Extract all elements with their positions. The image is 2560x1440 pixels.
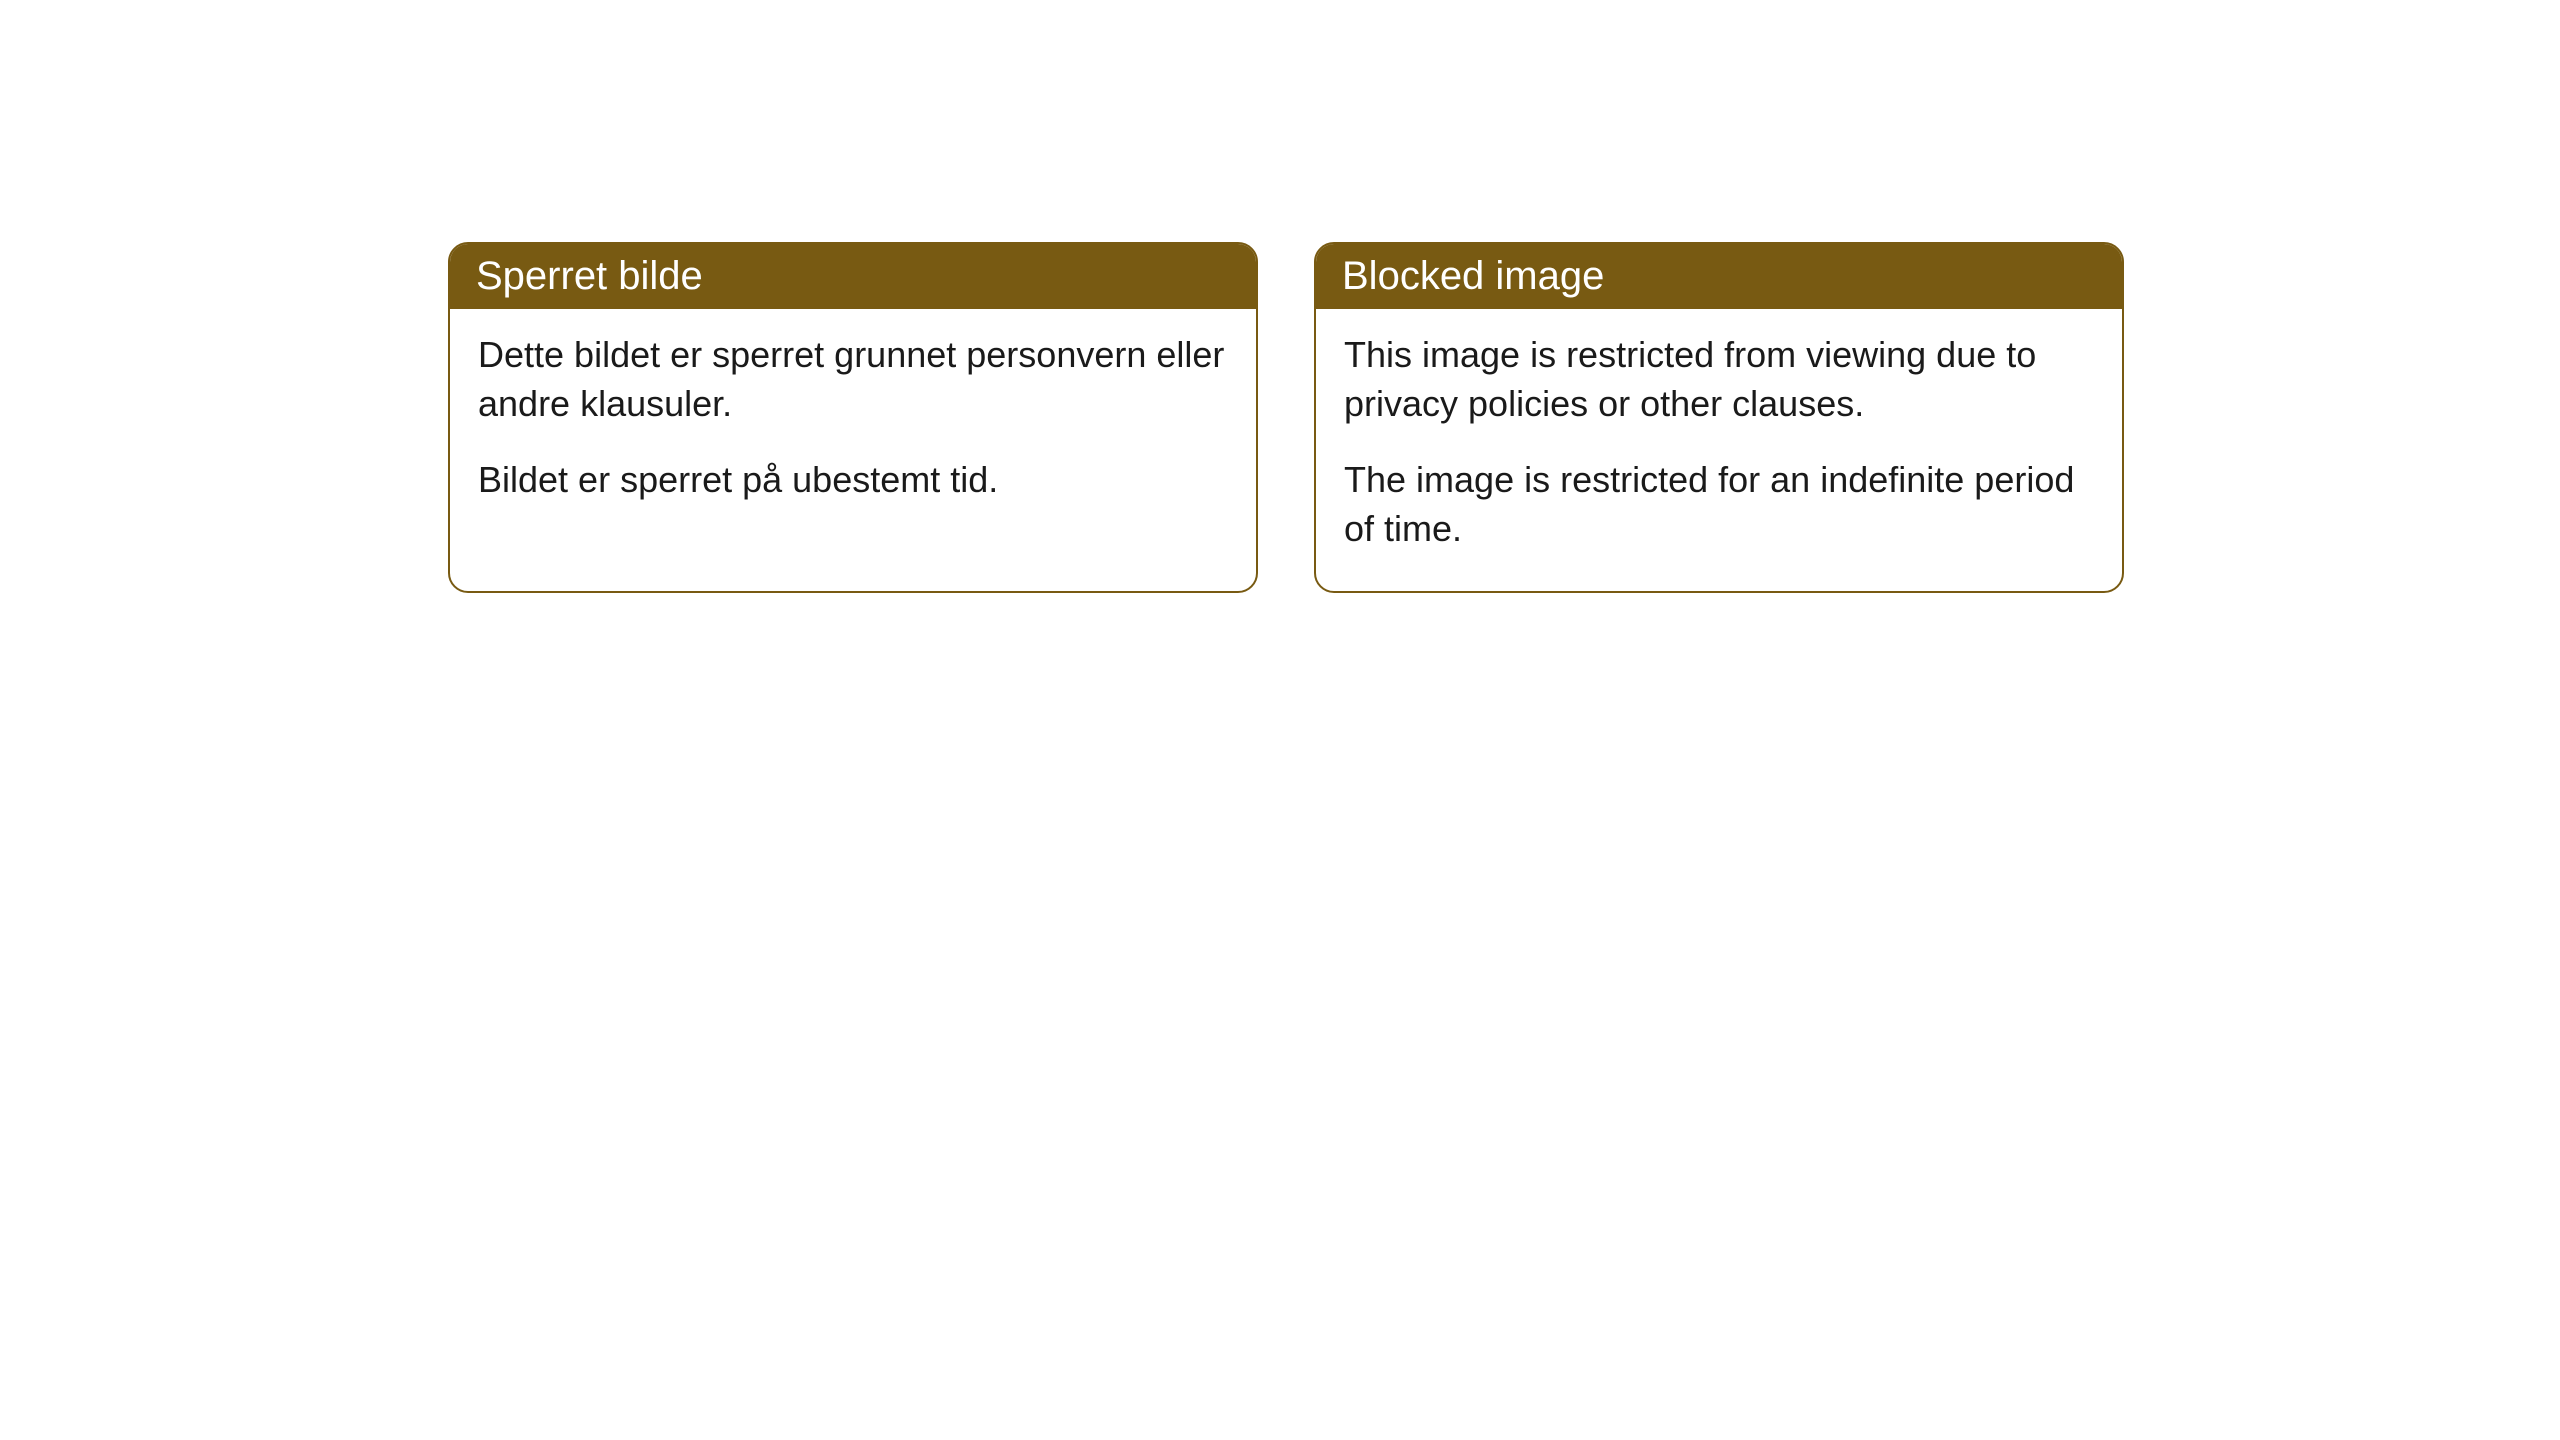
english-card-title: Blocked image [1316,244,2122,309]
english-card-body: This image is restricted from viewing du… [1316,309,2122,591]
norwegian-paragraph-2: Bildet er sperret på ubestemt tid. [478,456,1228,505]
norwegian-card-title: Sperret bilde [450,244,1256,309]
english-notice-card: Blocked image This image is restricted f… [1314,242,2124,593]
english-paragraph-1: This image is restricted from viewing du… [1344,331,2094,428]
english-paragraph-2: The image is restricted for an indefinit… [1344,456,2094,553]
norwegian-notice-card: Sperret bilde Dette bildet er sperret gr… [448,242,1258,593]
norwegian-card-body: Dette bildet er sperret grunnet personve… [450,309,1256,543]
notice-container: Sperret bilde Dette bildet er sperret gr… [448,242,2124,593]
norwegian-paragraph-1: Dette bildet er sperret grunnet personve… [478,331,1228,428]
